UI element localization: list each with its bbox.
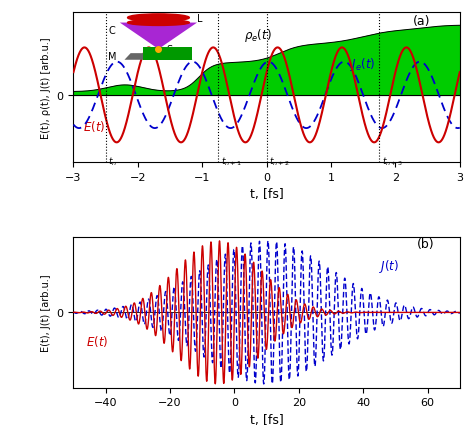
Text: $E(t)$: $E(t)$ [83, 119, 105, 134]
Text: $\rho_e(t)$: $\rho_e(t)$ [244, 27, 272, 44]
Text: (b): (b) [416, 237, 434, 250]
Text: $t_n$: $t_n$ [108, 155, 118, 167]
Text: $t_{n+1}$: $t_{n+1}$ [221, 155, 242, 167]
Y-axis label: E(t), J(t) [arb.u.]: E(t), J(t) [arb.u.] [41, 274, 51, 351]
Text: $t_{n+2}$: $t_{n+2}$ [269, 155, 290, 167]
Text: $J_e(t)$: $J_e(t)$ [350, 56, 376, 73]
Text: $t_{n+3}$: $t_{n+3}$ [382, 155, 402, 167]
Text: $E(t)$: $E(t)$ [86, 333, 109, 348]
X-axis label: t, [fs]: t, [fs] [250, 413, 283, 426]
Text: $J(t)$: $J(t)$ [379, 258, 400, 275]
Text: (a): (a) [413, 14, 431, 28]
X-axis label: t, [fs]: t, [fs] [250, 188, 283, 201]
Y-axis label: E(t), ρ(t), J(t) [arb.u.]: E(t), ρ(t), J(t) [arb.u.] [41, 37, 51, 138]
